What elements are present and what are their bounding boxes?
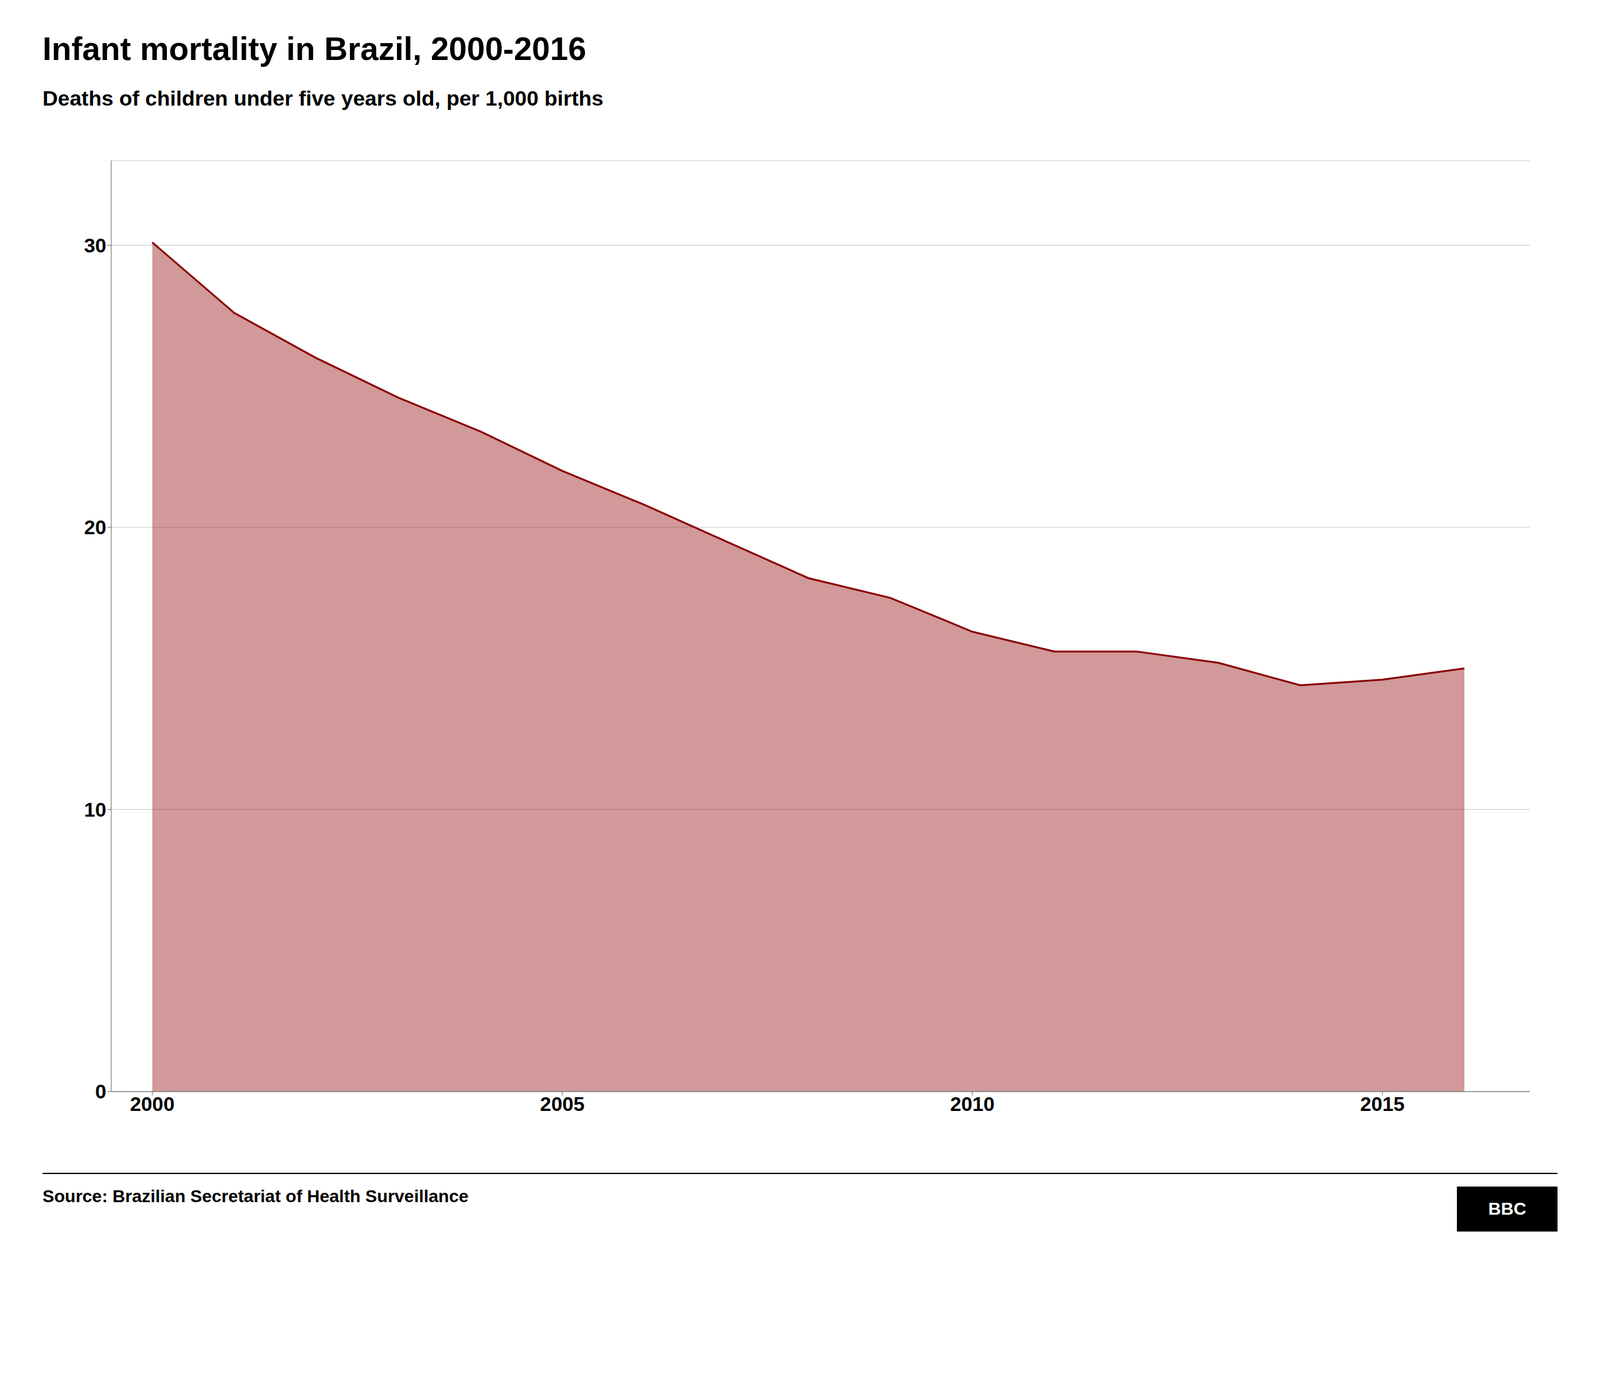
svg-text:30: 30 (83, 234, 107, 257)
svg-text:2015: 2015 (1360, 1093, 1405, 1116)
svg-text:2010: 2010 (950, 1093, 995, 1116)
svg-text:2000: 2000 (130, 1093, 175, 1116)
html-text:Deaths of children under five: Deaths of children under five years old,… (42, 86, 604, 110)
svg-text:2005: 2005 (540, 1093, 585, 1116)
html-text:BBC: BBC (1488, 1199, 1527, 1219)
html-text:Infant mortality in Brazil, 20: Infant mortality in Brazil, 2000-2016 (42, 30, 587, 67)
svg-text:0: 0 (95, 1080, 107, 1104)
svg-text:20: 20 (83, 516, 107, 539)
svg-text:10: 10 (83, 798, 107, 822)
html-text:Source: Brazilian Secretariat: Source: Brazilian Secretariat of Health … (42, 1186, 469, 1207)
